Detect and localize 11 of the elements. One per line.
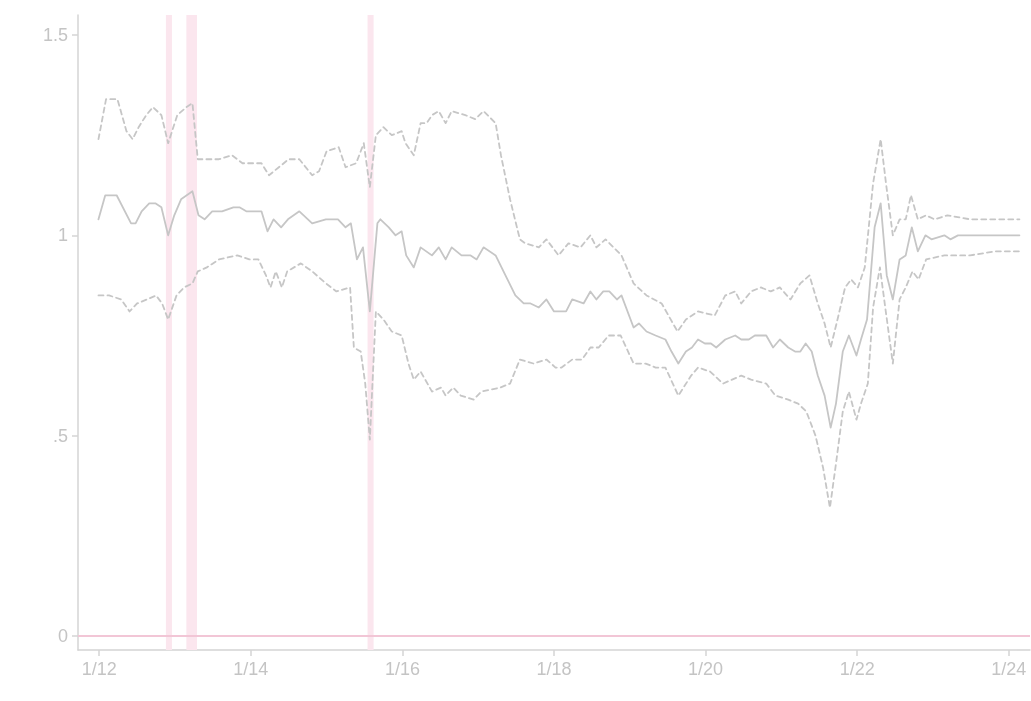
y-tick-label: 1	[57, 225, 68, 246]
y-tick-label: 1.5	[42, 25, 68, 46]
x-tick-label: 1/16	[384, 659, 420, 679]
x-tick-label: 1/12	[81, 659, 117, 679]
y-tick-label: 0	[57, 625, 68, 646]
x-tick-label: 1/20	[688, 659, 724, 679]
x-tick-label: 1/24	[991, 659, 1027, 679]
x-tick-label: 1/18	[536, 659, 572, 679]
y-tick-label: .5	[52, 425, 68, 446]
x-tick-label: 1/22	[839, 659, 875, 679]
x-tick-label: 1/14	[233, 659, 269, 679]
